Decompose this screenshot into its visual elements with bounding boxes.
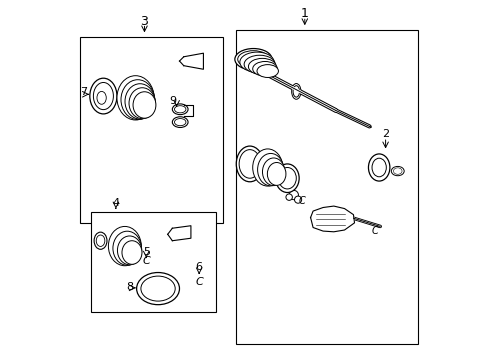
Circle shape bbox=[294, 196, 301, 203]
Text: 8: 8 bbox=[126, 282, 134, 292]
Ellipse shape bbox=[371, 158, 386, 177]
Circle shape bbox=[288, 190, 298, 200]
Ellipse shape bbox=[122, 241, 142, 264]
Polygon shape bbox=[310, 206, 354, 232]
Text: 9: 9 bbox=[168, 96, 176, 106]
Ellipse shape bbox=[240, 52, 274, 72]
Bar bbox=[91, 212, 216, 312]
Text: 5: 5 bbox=[142, 247, 149, 257]
Ellipse shape bbox=[275, 164, 299, 193]
Ellipse shape bbox=[93, 82, 113, 110]
Ellipse shape bbox=[97, 91, 106, 104]
Ellipse shape bbox=[262, 158, 285, 186]
Ellipse shape bbox=[292, 86, 299, 97]
Ellipse shape bbox=[121, 80, 154, 120]
Bar bbox=[235, 30, 417, 344]
Ellipse shape bbox=[96, 235, 104, 247]
Ellipse shape bbox=[117, 236, 142, 265]
Bar bbox=[80, 37, 223, 223]
Ellipse shape bbox=[267, 162, 285, 185]
Ellipse shape bbox=[94, 232, 107, 249]
Ellipse shape bbox=[239, 150, 260, 178]
Ellipse shape bbox=[234, 49, 271, 70]
Ellipse shape bbox=[174, 118, 185, 126]
Text: 2: 2 bbox=[381, 129, 388, 139]
Ellipse shape bbox=[133, 92, 156, 118]
Text: C: C bbox=[298, 196, 305, 206]
Ellipse shape bbox=[172, 104, 188, 114]
Circle shape bbox=[285, 194, 292, 201]
Ellipse shape bbox=[125, 84, 155, 119]
Ellipse shape bbox=[136, 273, 179, 305]
Ellipse shape bbox=[367, 154, 389, 181]
Ellipse shape bbox=[252, 62, 277, 76]
Ellipse shape bbox=[117, 76, 154, 120]
Text: 3: 3 bbox=[140, 15, 148, 28]
Text: C: C bbox=[142, 256, 150, 266]
Text: 1: 1 bbox=[300, 8, 308, 21]
Ellipse shape bbox=[291, 84, 300, 99]
Ellipse shape bbox=[252, 149, 282, 186]
Ellipse shape bbox=[278, 167, 296, 189]
Ellipse shape bbox=[248, 58, 276, 75]
Ellipse shape bbox=[236, 146, 263, 182]
Ellipse shape bbox=[237, 51, 268, 68]
Ellipse shape bbox=[244, 55, 275, 73]
Text: 6: 6 bbox=[195, 262, 202, 272]
Ellipse shape bbox=[390, 166, 404, 176]
Text: C: C bbox=[371, 226, 378, 235]
Polygon shape bbox=[172, 226, 190, 241]
Ellipse shape bbox=[113, 231, 141, 265]
Ellipse shape bbox=[257, 64, 278, 77]
Ellipse shape bbox=[257, 153, 283, 186]
Text: C: C bbox=[195, 277, 203, 287]
Ellipse shape bbox=[393, 168, 401, 174]
Text: 4: 4 bbox=[112, 198, 119, 208]
Ellipse shape bbox=[172, 117, 188, 127]
Ellipse shape bbox=[141, 276, 175, 301]
Text: 7: 7 bbox=[80, 87, 87, 98]
Ellipse shape bbox=[90, 78, 117, 114]
Ellipse shape bbox=[174, 106, 185, 113]
Ellipse shape bbox=[108, 226, 141, 266]
Ellipse shape bbox=[129, 88, 155, 119]
Polygon shape bbox=[183, 53, 203, 69]
